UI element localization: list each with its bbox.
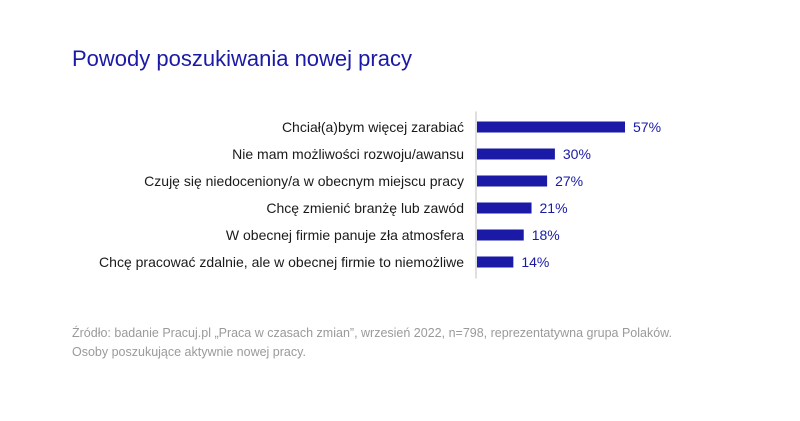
value-label: 30% xyxy=(563,146,591,162)
source-note: Źródło: badanie Pracuj.pl „Praca w czasa… xyxy=(72,324,672,362)
bar xyxy=(477,229,524,241)
value-label: 14% xyxy=(521,254,549,270)
category-label: Chciał(a)bym więcej zarabiać xyxy=(282,119,464,135)
category-label: Chcę zmienić branżę lub zawód xyxy=(266,200,464,216)
category-label: W obecnej firmie panuje zła atmosfera xyxy=(226,227,464,243)
bar xyxy=(477,175,548,187)
bar xyxy=(477,121,625,133)
chart-title: Powody poszukiwania nowej pracy xyxy=(72,46,412,71)
value-label: 18% xyxy=(532,227,560,243)
category-label: Czuję się niedoceniony/a w obecnym miejs… xyxy=(144,173,464,189)
source-line-2: Osoby poszukujące aktywnie nowej pracy. xyxy=(72,345,306,359)
bar xyxy=(477,202,532,214)
value-label: 27% xyxy=(555,173,583,189)
category-label: Chcę pracować zdalnie, ale w obecnej fir… xyxy=(99,254,464,270)
bar xyxy=(477,148,555,160)
bar xyxy=(477,256,514,268)
value-label: 57% xyxy=(633,119,661,135)
source-line-1: Źródło: badanie Pracuj.pl „Praca w czasa… xyxy=(72,326,672,340)
value-label: 21% xyxy=(540,200,568,216)
category-label: Nie mam możliwości rozwoju/awansu xyxy=(232,146,464,162)
